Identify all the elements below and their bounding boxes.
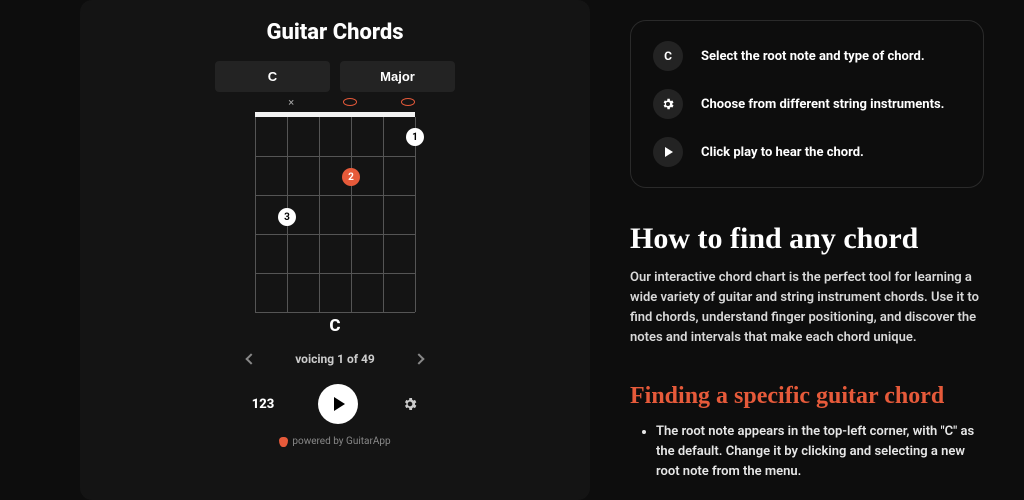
fretboard-diagram: × 1 2 3	[255, 112, 415, 312]
open-string-mark	[401, 98, 415, 106]
string-open-mute-marks: ×	[255, 96, 415, 109]
instructions-box: C Select the root note and type of chord…	[630, 20, 984, 188]
voicing-navigator: voicing 1 of 49	[247, 352, 423, 366]
finger-dot-3: 3	[278, 208, 296, 226]
play-icon	[334, 397, 345, 411]
prev-voicing-button[interactable]	[246, 353, 257, 364]
fretboard-nut	[255, 112, 415, 117]
root-note-icon: C	[653, 41, 683, 71]
article-paragraph: Our interactive chord chart is the perfe…	[630, 268, 984, 349]
mute-mark: ×	[284, 96, 298, 109]
next-voicing-button[interactable]	[413, 353, 424, 364]
guitar-pick-icon	[279, 437, 288, 447]
play-chord-button[interactable]	[318, 384, 358, 424]
instruction-step: Click play to hear the chord.	[653, 137, 961, 167]
article-bullet-list: The root note appears in the top-left co…	[630, 422, 984, 482]
root-note-selector[interactable]: C	[215, 61, 330, 92]
widget-controls: 123	[252, 384, 419, 424]
open-string-mark	[343, 98, 357, 106]
article-heading: How to find any chord	[630, 222, 984, 256]
list-item: The root note appears in the top-left co…	[656, 422, 984, 482]
instruction-step: Choose from different string instruments…	[653, 89, 961, 119]
chord-selectors: C Major	[215, 61, 455, 92]
settings-button[interactable]	[402, 396, 418, 412]
article-subheading: Finding a specific guitar chord	[630, 383, 984, 410]
instruction-step: C Select the root note and type of chord…	[653, 41, 961, 71]
voicing-count-label: voicing 1 of 49	[295, 352, 375, 366]
powered-by-label: powered by GuitarApp	[279, 436, 390, 447]
play-icon	[653, 137, 683, 167]
chord-widget-panel: Guitar Chords C Major ×	[80, 0, 590, 500]
widget-title: Guitar Chords	[266, 20, 403, 45]
gear-icon	[653, 89, 683, 119]
chord-name-label: C	[329, 316, 340, 336]
finger-dot-1: 1	[406, 128, 424, 146]
article-panel: C Select the root note and type of chord…	[600, 0, 1024, 500]
chord-type-selector[interactable]: Major	[340, 61, 455, 92]
finger-dot-2: 2	[342, 168, 360, 186]
notes-toggle-button[interactable]: 123	[252, 397, 275, 412]
